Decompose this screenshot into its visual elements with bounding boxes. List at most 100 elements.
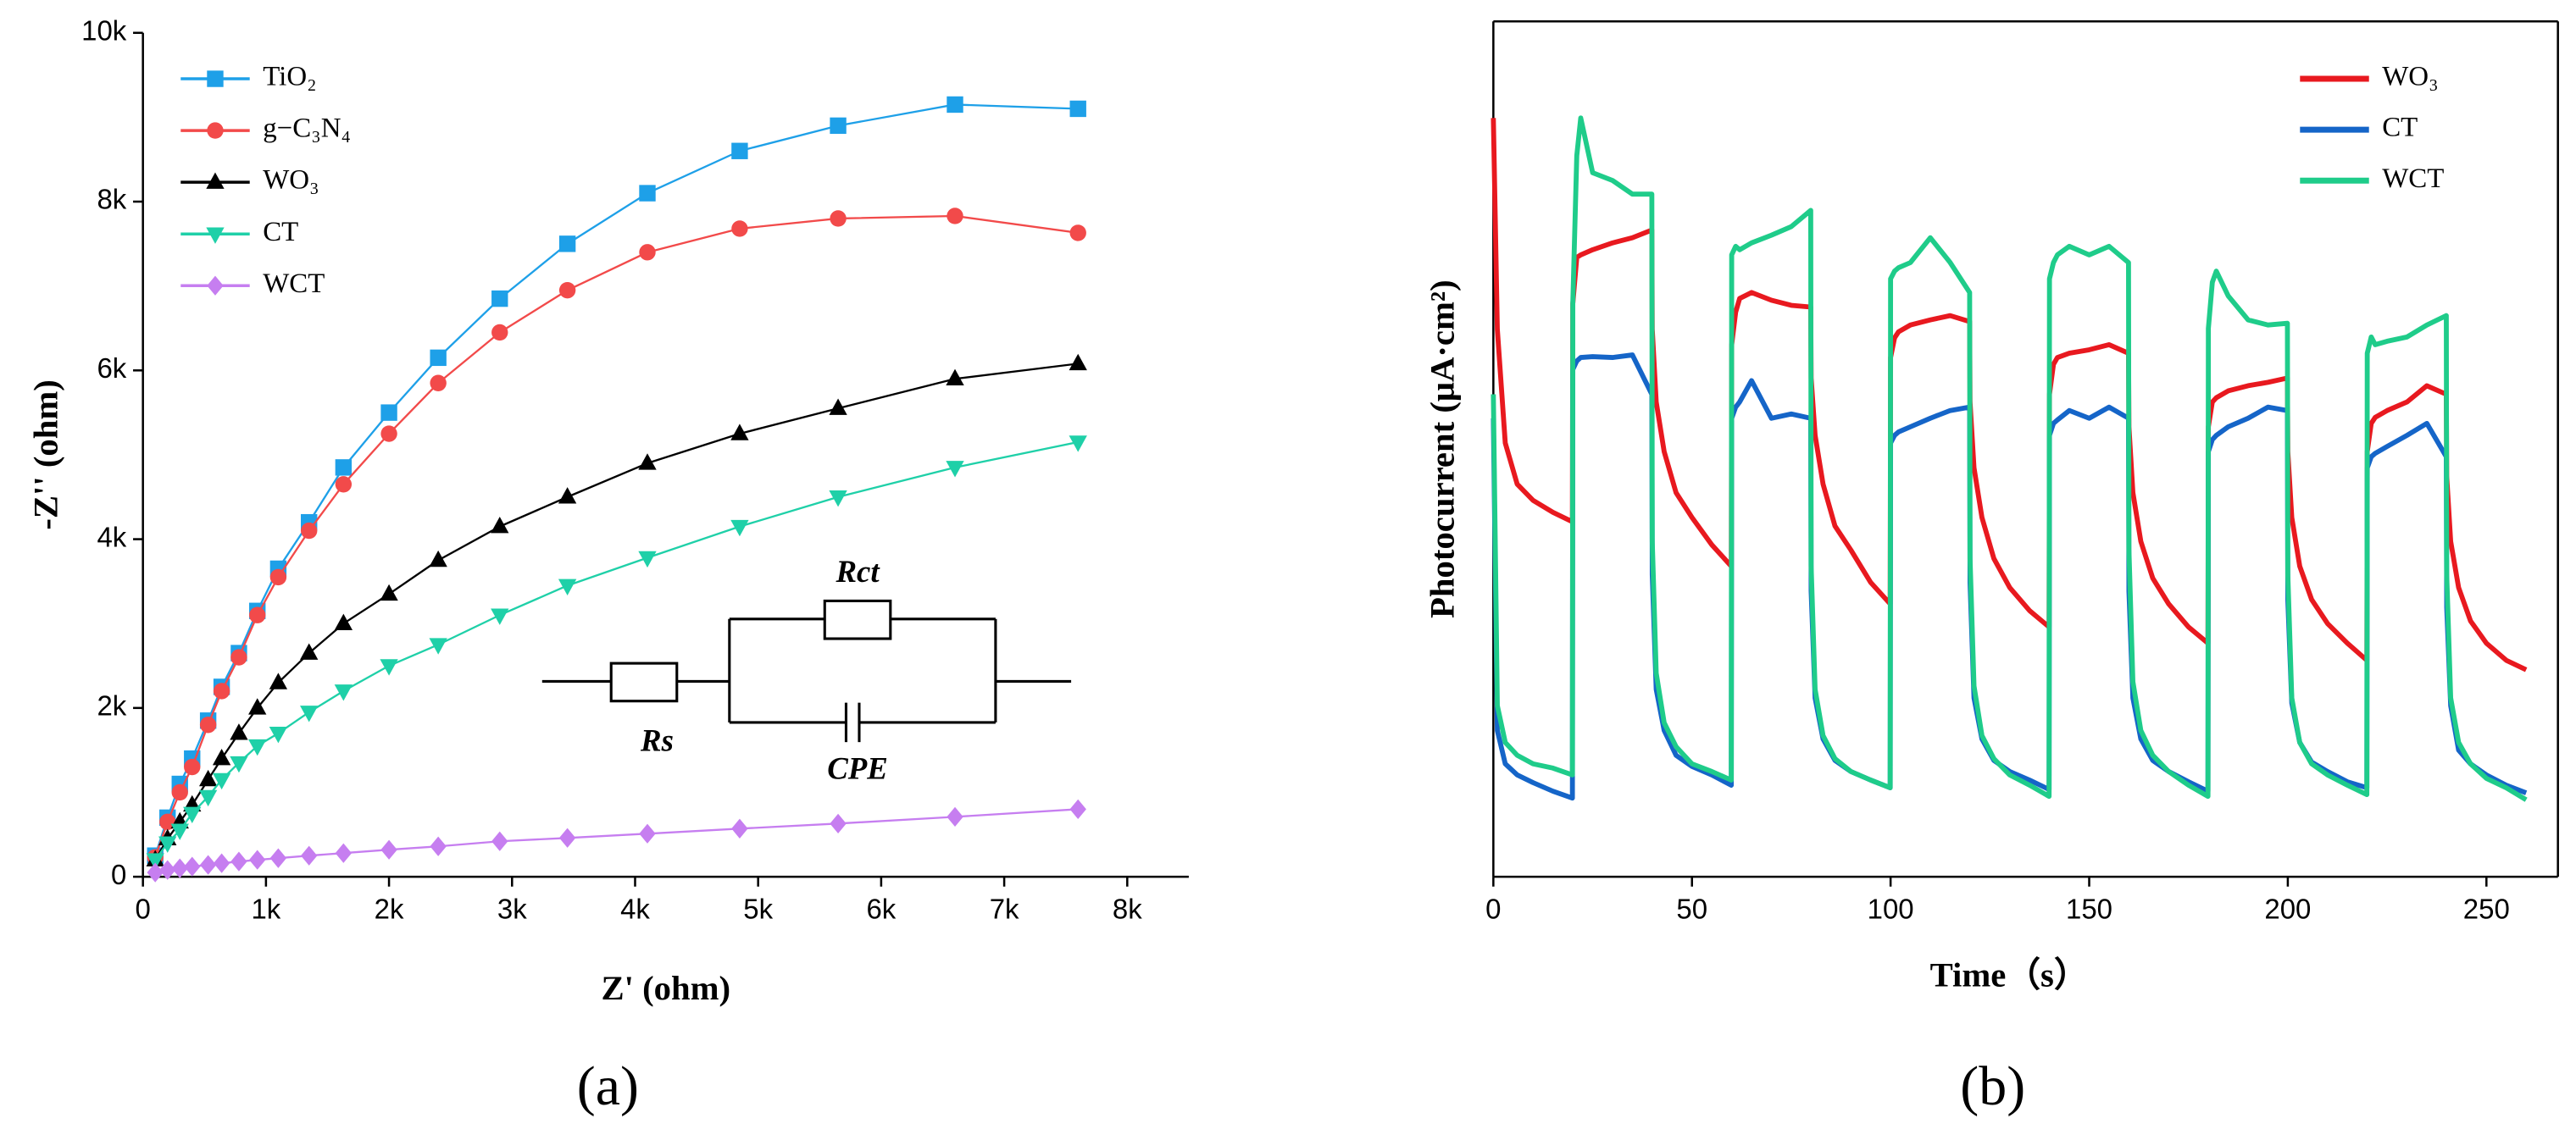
marker [170,823,189,840]
x-tick-label: 3k [497,894,527,925]
y-tick-label: 8k [97,184,126,215]
marker [639,823,656,844]
legend-marker [207,122,224,139]
marker [230,756,248,773]
panel-label: (a) [577,1055,639,1117]
x-tick-label: 100 [1868,894,1914,925]
x-tick-label: 1k [251,894,280,925]
marker [491,831,508,851]
marker [639,185,656,202]
marker [947,806,963,827]
x-tick-label: 7k [990,894,1019,925]
legend-label: g−C₃N₄ [263,113,351,144]
marker [198,789,218,807]
circuit-diagram [541,599,1072,743]
marker [491,290,508,307]
marker [638,551,657,568]
marker [249,850,266,870]
legend-label: CT [2382,113,2418,143]
marker [269,848,287,868]
marker [731,818,748,839]
marker [558,235,576,252]
marker [830,117,847,135]
panel-label: (b) [1960,1055,2025,1117]
marker [334,684,353,701]
marker [829,490,847,507]
marker [730,519,749,537]
x-axis-title: Z' (ohm) [601,969,730,1007]
marker [212,772,231,790]
series-line [154,440,1079,861]
marker [558,828,576,848]
legend-label: CT [263,217,298,247]
y-tick-label: 10k [81,14,127,46]
marker [946,368,964,386]
marker [1069,224,1086,241]
marker [380,659,398,676]
marker [380,584,398,601]
marker [1069,799,1086,820]
marker [230,723,248,740]
marker [429,550,447,567]
marker [184,758,201,776]
marker [1069,100,1086,118]
y-tick-label: 6k [97,352,126,384]
marker [159,860,176,880]
marker [335,459,353,476]
marker [558,281,576,299]
marker [731,220,748,237]
marker [430,374,447,391]
marker [300,706,319,722]
marker [146,853,164,870]
circuit-label: Rct [835,554,880,589]
marker [158,836,177,853]
legend-label: WO₃ [2382,62,2438,92]
marker [430,349,447,367]
marker [269,726,288,744]
marker [183,806,202,824]
x-tick-label: 150 [2066,894,2112,925]
marker [248,698,267,715]
legend-marker [206,227,225,244]
legend-label: TiO₂ [263,62,316,92]
marker [830,813,847,833]
marker [230,649,247,666]
marker [558,579,577,595]
marker [184,856,201,877]
marker [300,643,319,660]
series-line [154,808,1079,874]
y-tick-label: 0 [111,859,126,890]
marker [491,608,509,625]
marker [301,522,318,540]
marker [199,855,217,875]
series-line [1491,115,2528,802]
marker [171,858,188,878]
series-line [154,214,1079,858]
marker [638,453,657,470]
marker [199,717,217,734]
marker [213,853,230,873]
marker [334,613,353,630]
marker [429,638,447,655]
marker [947,208,963,224]
marker [198,769,218,787]
marker [558,487,577,504]
series-line [1491,118,2528,673]
marker [335,476,353,493]
x-tick-label: 50 [1676,894,1707,925]
marker [1069,353,1087,371]
marker [380,839,397,860]
series-line [154,363,1079,861]
marker [1069,435,1087,452]
marker [829,398,847,415]
y-tick-label: 4k [97,521,126,552]
marker [147,862,164,883]
marker [730,424,749,440]
x-axis-title: Time（s） [1930,956,2089,994]
x-tick-label: 6k [866,894,896,925]
marker [248,739,267,756]
marker [230,851,247,872]
marker [491,324,508,341]
y-axis-title: Photocurrent (μA·cm²) [1423,280,1461,618]
legend-label: WCT [263,269,325,299]
